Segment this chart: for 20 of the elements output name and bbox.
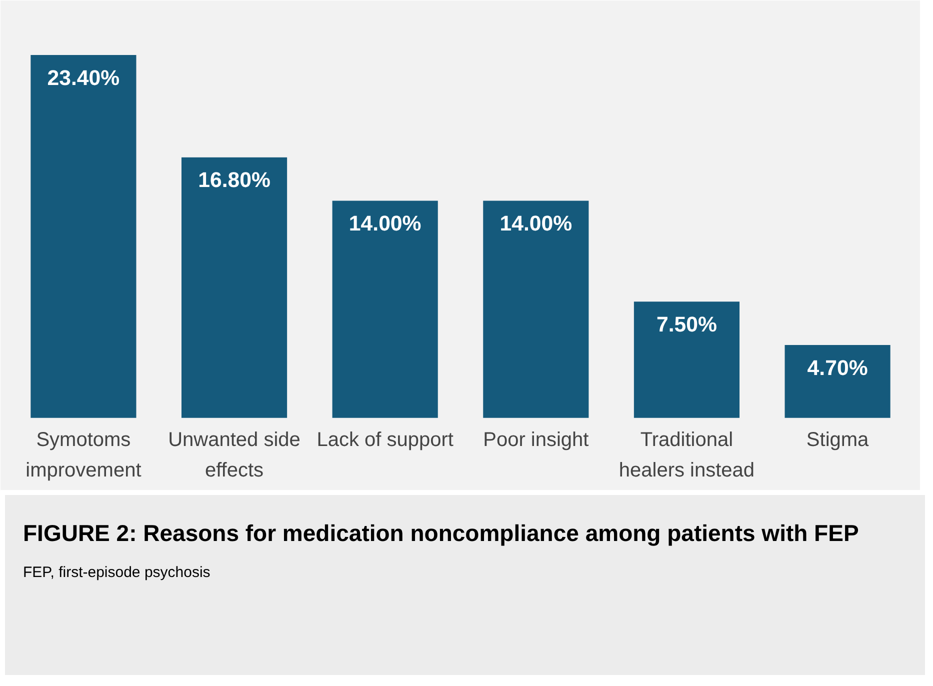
bar <box>483 200 589 418</box>
bar <box>181 157 288 418</box>
text: FEP, first-episode psychosis <box>23 562 212 583</box>
data-label: 16.80% <box>198 168 270 192</box>
x-tick-label: Traditional healers instead <box>618 428 755 482</box>
bar <box>634 302 740 418</box>
bar <box>332 200 438 418</box>
data-label: 14.00% <box>500 212 572 236</box>
x-tick-label: Poor insight <box>483 428 590 451</box>
x-tick-label: Stigma <box>806 428 870 451</box>
x-tick-label: Symotoms improvement <box>26 428 142 482</box>
x-tick-label: Unwanted side effects <box>168 428 300 482</box>
text: FIGURE 2: Reasons for medication noncompliance among patients with FEP <box>23 519 859 548</box>
x-tick-label: Lack of support <box>316 428 454 451</box>
data-label: 4.70% <box>807 356 868 380</box>
bar <box>30 54 136 418</box>
data-label: 14.00% <box>348 212 422 236</box>
data-label: 23.40% <box>47 66 120 90</box>
data-label: 7.50% <box>656 312 718 336</box>
bar <box>784 345 890 418</box>
